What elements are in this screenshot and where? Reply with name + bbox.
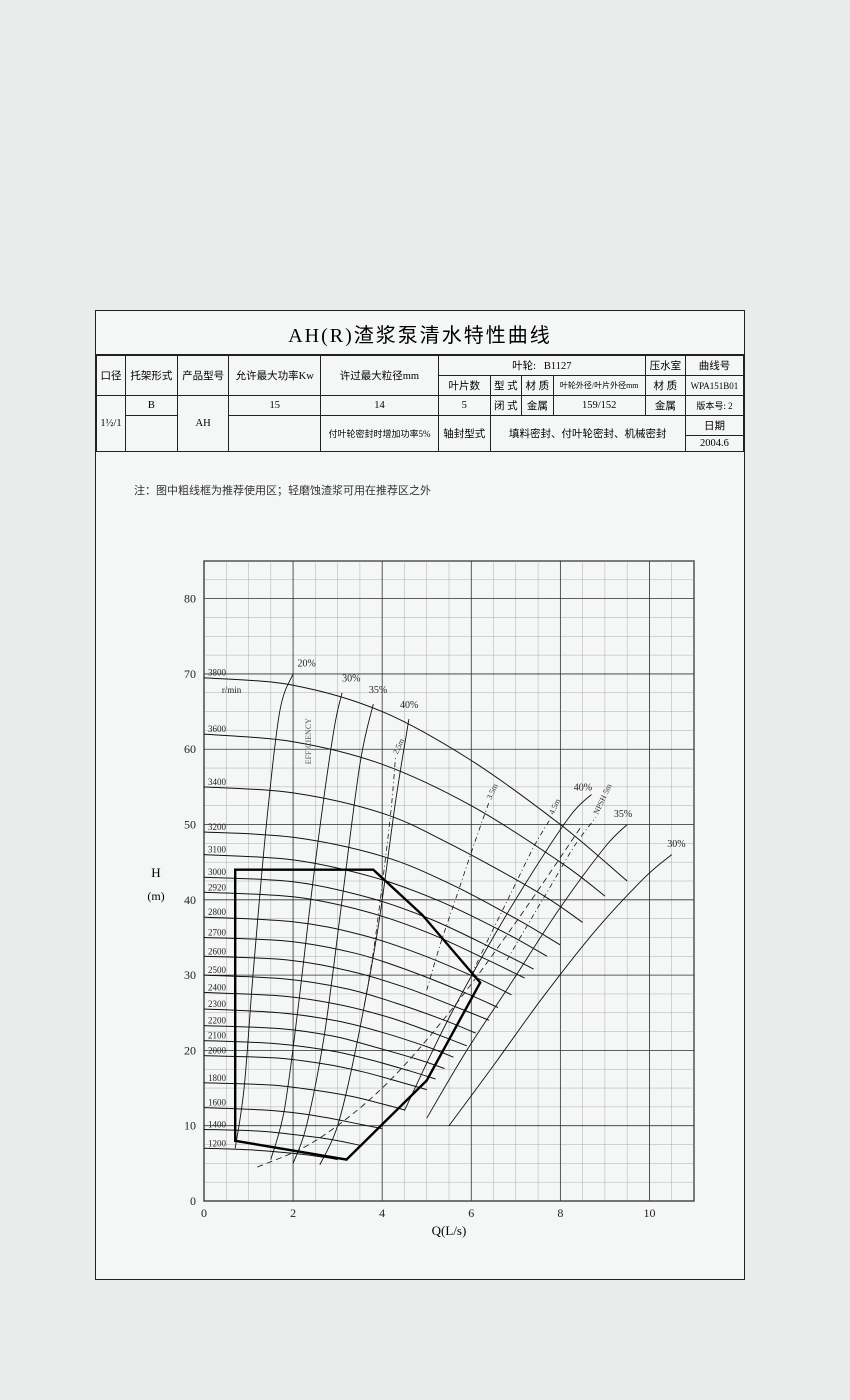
svg-text:2500: 2500: [208, 965, 227, 975]
svg-text:2700: 2700: [208, 927, 227, 937]
svg-text:50: 50: [184, 818, 196, 832]
svg-text:8: 8: [557, 1206, 563, 1220]
svg-text:10: 10: [643, 1206, 655, 1220]
val-model: AH: [177, 396, 229, 452]
lbl-curveno: 曲线号: [685, 356, 743, 376]
lbl-particle: 许过最大粒径mm: [321, 356, 439, 396]
svg-text:2200: 2200: [208, 1016, 227, 1026]
val-particle: 14: [321, 396, 439, 416]
svg-text:35%: 35%: [614, 809, 632, 820]
svg-text:35%: 35%: [369, 685, 387, 696]
svg-text:0: 0: [201, 1206, 207, 1220]
val-vanes: 5: [438, 396, 490, 416]
val-volute-mat: 金属: [645, 396, 685, 416]
val-mat: 金属: [522, 396, 554, 416]
svg-text:2600: 2600: [208, 946, 227, 956]
lbl-mat: 材 质: [522, 376, 554, 396]
val-bracket: B: [125, 396, 177, 416]
lbl-type: 型 式: [490, 376, 522, 396]
svg-text:40%: 40%: [400, 700, 418, 711]
val-curveno: WPA151B01: [685, 376, 743, 396]
svg-text:2100: 2100: [208, 1031, 227, 1041]
svg-text:3600: 3600: [208, 724, 227, 734]
svg-text:1600: 1600: [208, 1098, 227, 1108]
lbl-dia: 叶轮外径/叶片外径mm: [553, 376, 645, 396]
pump-curve-chart: 0 2 4 6 8 10 0 10 20 30 40 50 60 70 80 Q(L/s) H (m) 3800 36…: [134, 541, 714, 1261]
svg-text:2000: 2000: [208, 1046, 227, 1056]
power-empty: [229, 416, 321, 452]
svg-text:r/min: r/min: [222, 685, 242, 695]
svg-text:3000: 3000: [208, 867, 227, 877]
svg-text:3.5m: 3.5m: [485, 782, 500, 801]
svg-text:30: 30: [184, 968, 196, 982]
val-version: 版本号: 2: [685, 396, 743, 416]
svg-text:20%: 20%: [298, 658, 316, 669]
svg-text:1400: 1400: [208, 1119, 227, 1129]
svg-text:70: 70: [184, 667, 196, 681]
lbl-vanes: 叶片数: [438, 376, 490, 396]
lbl-date: 日期: [685, 416, 743, 436]
svg-text:6: 6: [468, 1206, 474, 1220]
val-seals: 填料密封、付叶轮密封、机械密封: [490, 416, 685, 452]
lbl-diameter: 口径: [97, 356, 126, 396]
svg-text:4: 4: [379, 1206, 385, 1220]
svg-text:2400: 2400: [208, 982, 227, 992]
bracket-empty: [125, 416, 177, 452]
svg-text:H: H: [151, 865, 160, 880]
svg-text:20: 20: [184, 1043, 196, 1057]
svg-text:1800: 1800: [208, 1073, 227, 1083]
lbl-impeller: 叶轮: B1127: [438, 356, 645, 376]
lbl-volute: 压水室: [645, 356, 685, 376]
svg-text:Q(L/s): Q(L/s): [432, 1223, 467, 1238]
chart-note: 注：图中粗线框为推荐使用区；轻磨蚀渣浆可用在推荐区之外: [134, 482, 744, 498]
aux-note: 付叶轮密封时增加功率5%: [321, 416, 439, 452]
val-diameter: 1½/1: [97, 396, 126, 452]
svg-text:(m): (m): [147, 889, 164, 903]
svg-text:30%: 30%: [342, 673, 360, 684]
svg-text:3800: 3800: [208, 668, 227, 678]
svg-text:60: 60: [184, 742, 196, 756]
header-table: 口径 托架形式 产品型号 允许最大功率Kw 许过最大粒径mm 叶轮: B1127…: [96, 355, 744, 452]
svg-text:EFFICIENCY: EFFICIENCY: [304, 718, 313, 764]
page-title: AH(R)渣浆泵清水特性曲线: [96, 311, 744, 355]
lbl-shaftseal: 轴封型式: [438, 416, 490, 452]
svg-text:2300: 2300: [208, 999, 227, 1009]
svg-text:3200: 3200: [208, 822, 227, 832]
svg-text:80: 80: [184, 592, 196, 606]
svg-text:40%: 40%: [574, 783, 592, 794]
svg-text:30%: 30%: [667, 839, 685, 850]
svg-text:2800: 2800: [208, 907, 227, 917]
val-power: 15: [229, 396, 321, 416]
lbl-volute-mat: 材 质: [645, 376, 685, 396]
svg-text:2: 2: [290, 1206, 296, 1220]
val-dia: 159/152: [553, 396, 645, 416]
svg-text:10: 10: [184, 1119, 196, 1133]
svg-text:0: 0: [190, 1194, 196, 1208]
svg-text:2920: 2920: [208, 882, 227, 892]
svg-text:3100: 3100: [208, 845, 227, 855]
lbl-bracket: 托架形式: [125, 356, 177, 396]
lbl-model: 产品型号: [177, 356, 229, 396]
svg-text:40: 40: [184, 893, 196, 907]
val-type: 闭 式: [490, 396, 522, 416]
svg-text:3400: 3400: [208, 777, 227, 787]
datasheet-page: AH(R)渣浆泵清水特性曲线 口径 托架形式 产品型号 允许最大功率Kw 许过最…: [95, 310, 745, 1280]
svg-text:1200: 1200: [208, 1138, 227, 1148]
val-date: 2004.6: [685, 436, 743, 452]
lbl-power: 允许最大功率Kw: [229, 356, 321, 396]
